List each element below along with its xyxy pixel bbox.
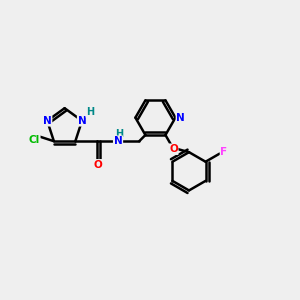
Text: O: O — [93, 160, 102, 170]
Text: O: O — [169, 144, 178, 154]
Text: N: N — [78, 116, 86, 126]
Text: H: H — [86, 107, 94, 117]
Text: N: N — [114, 136, 122, 146]
Text: Cl: Cl — [28, 135, 40, 145]
Text: F: F — [220, 147, 228, 157]
Text: N: N — [43, 116, 52, 126]
Text: N: N — [176, 113, 185, 123]
Text: H: H — [116, 129, 124, 139]
